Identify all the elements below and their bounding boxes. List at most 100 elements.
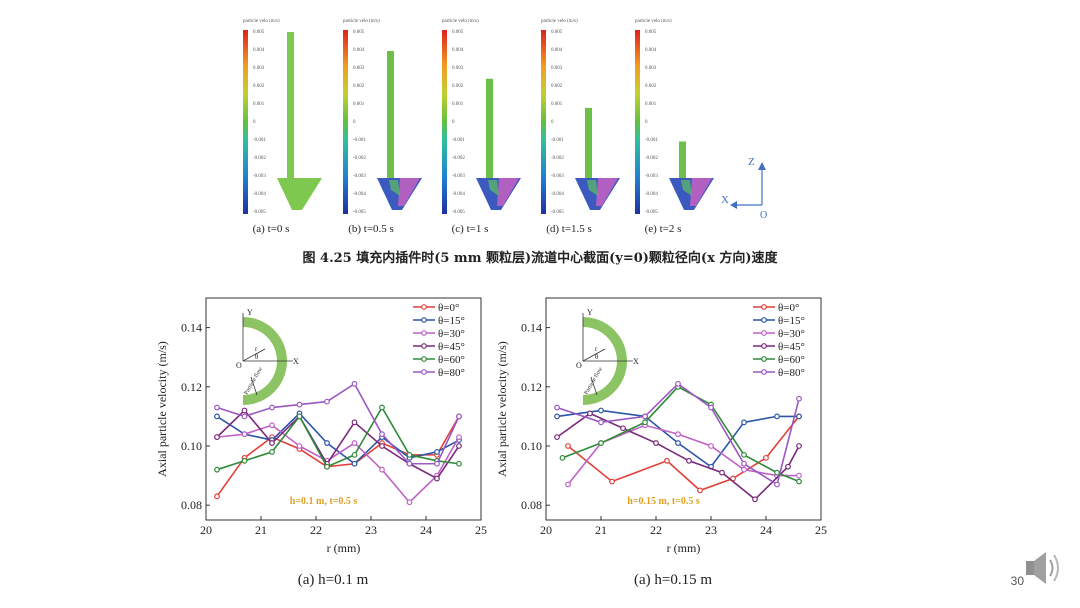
data-point bbox=[774, 481, 780, 488]
top-figure: particle velo (m/s) 0.005 0.004 0.003 0.002 0… bbox=[243, 19, 767, 235]
y-tick-label: 0.14 bbox=[181, 321, 202, 335]
data-point bbox=[456, 434, 462, 441]
x-tick-label: 23 bbox=[365, 523, 377, 537]
sim-panel: particle velo (m/s) 0.005 0.004 0.003 0.002 0… bbox=[343, 19, 422, 235]
legend-entry: θ=15° bbox=[413, 315, 465, 327]
colorbar-tick: -0.005 bbox=[452, 210, 465, 215]
speaker-icon[interactable] bbox=[1024, 548, 1062, 588]
sim-panel: particle velo (m/s) 0.005 0.004 0.003 0.002 0… bbox=[635, 19, 714, 235]
data-point bbox=[554, 434, 560, 441]
colorbar-tick: -0.004 bbox=[353, 192, 366, 197]
data-point bbox=[774, 469, 780, 476]
xz-axis-glyph: Z X O bbox=[721, 156, 767, 221]
data-point bbox=[741, 451, 747, 458]
inset-y-label: Y bbox=[587, 308, 593, 317]
chart-h015: 20 21 22 23 24 25 0.08 0.10 0.12 0.14 r (mm) Axial … bbox=[495, 297, 827, 555]
data-point bbox=[406, 460, 413, 467]
legend-marker bbox=[761, 304, 767, 310]
colorbar-tick: 0.003 bbox=[353, 66, 365, 71]
data-point bbox=[456, 460, 462, 467]
data-point bbox=[752, 496, 758, 503]
legend-entry: θ=45° bbox=[413, 341, 465, 353]
chart-annotation: h=0.15 m, t=0.5 s bbox=[627, 496, 700, 507]
colorbar-tick: 0.001 bbox=[253, 102, 265, 107]
x-tick-label: 25 bbox=[815, 523, 827, 537]
colorbar-tick: -0.004 bbox=[452, 192, 465, 197]
data-point bbox=[741, 419, 747, 426]
data-point bbox=[379, 404, 385, 411]
y-axis-label: Axial particle velocity (m/s) bbox=[495, 341, 509, 477]
inset-x-label: X bbox=[633, 357, 639, 366]
x-axis-label: r (mm) bbox=[667, 541, 701, 555]
data-point bbox=[269, 440, 275, 446]
data-point bbox=[351, 440, 358, 446]
chart-caption-a: (a) h=0.1 m bbox=[297, 572, 369, 588]
colorbar-tick: -0.004 bbox=[253, 192, 266, 197]
inset-flow-arrow bbox=[590, 376, 598, 396]
legend-marker bbox=[421, 343, 427, 349]
data-point bbox=[686, 457, 692, 464]
chart-caption-b: (a) h=0.15 m bbox=[633, 572, 713, 588]
colorbar-tick: -0.004 bbox=[551, 192, 564, 197]
colorbar bbox=[243, 30, 248, 214]
legend-label: θ=0° bbox=[778, 302, 799, 314]
colorbar-tick: 0.003 bbox=[645, 66, 657, 71]
data-point bbox=[554, 404, 560, 411]
data-point bbox=[351, 380, 358, 387]
inset-flow-arrow bbox=[250, 376, 258, 396]
data-point bbox=[565, 481, 571, 488]
panel-caption: (b) t=0.5 s bbox=[348, 223, 394, 235]
data-point bbox=[763, 454, 769, 461]
series bbox=[214, 380, 462, 467]
data-point bbox=[214, 466, 220, 473]
data-point bbox=[598, 440, 604, 446]
legend-entry: θ=0° bbox=[413, 302, 459, 314]
colorbar-tick: 0.005 bbox=[353, 30, 365, 35]
axis-o-label: O bbox=[760, 210, 767, 221]
colorbar-tick: 0.005 bbox=[645, 30, 657, 35]
colorbar-tick: 0.002 bbox=[253, 84, 265, 89]
axis-z-label: Z bbox=[748, 156, 755, 168]
colorbar-tick: 0.005 bbox=[253, 30, 265, 35]
legend-label: θ=45° bbox=[778, 341, 805, 353]
data-point bbox=[675, 440, 681, 446]
legend-entry: θ=45° bbox=[753, 341, 805, 353]
colorbar-tick: 0.002 bbox=[353, 84, 365, 89]
legend-label: θ=30° bbox=[778, 328, 805, 340]
data-point bbox=[379, 431, 385, 438]
panel-caption: (e) t=2 s bbox=[645, 223, 682, 235]
data-point bbox=[708, 443, 714, 449]
data-point bbox=[214, 413, 220, 420]
data-point bbox=[697, 487, 703, 494]
hopper-highlight bbox=[398, 178, 420, 206]
series-line bbox=[556, 382, 800, 486]
legend-label: θ=80° bbox=[778, 367, 805, 379]
legend-marker bbox=[421, 317, 427, 323]
data-point bbox=[587, 410, 593, 417]
colorbar-tick: -0.001 bbox=[551, 138, 564, 143]
data-point bbox=[324, 463, 330, 470]
colorbar-tick: -0.002 bbox=[551, 156, 564, 161]
colorbar-tick: 0 bbox=[551, 120, 554, 125]
data-point bbox=[796, 443, 802, 449]
data-point bbox=[642, 419, 648, 426]
colorbar-tick: 0.004 bbox=[452, 48, 464, 53]
data-point bbox=[796, 478, 802, 485]
data-point bbox=[269, 449, 275, 455]
data-point bbox=[241, 457, 248, 464]
hopper-green bbox=[587, 180, 598, 196]
series bbox=[554, 380, 802, 488]
data-point bbox=[719, 469, 725, 476]
hopper-cone bbox=[277, 178, 322, 210]
colorbar-tick: 0.005 bbox=[551, 30, 563, 35]
x-tick-label: 21 bbox=[595, 523, 607, 537]
data-point bbox=[241, 413, 248, 420]
hopper-green bbox=[681, 180, 692, 196]
legend-entry: θ=15° bbox=[753, 315, 805, 327]
colorbar-tick: 0.004 bbox=[645, 48, 657, 53]
data-point bbox=[351, 419, 358, 426]
data-point bbox=[620, 425, 626, 432]
legend-entry: θ=60° bbox=[413, 354, 465, 366]
y-tick-label: 0.12 bbox=[181, 380, 202, 394]
inset-r-label: r bbox=[255, 345, 258, 353]
